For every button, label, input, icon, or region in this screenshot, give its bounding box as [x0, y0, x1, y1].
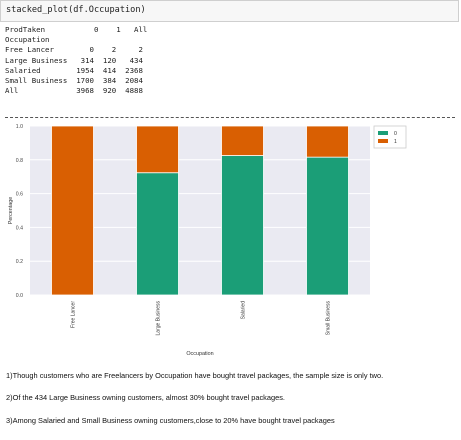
note-1: 1)Though customers who are Freelancers b…	[6, 371, 384, 380]
x-tick-label: Free Lancer	[71, 301, 77, 328]
bar-segment-0	[306, 156, 349, 296]
y-axis-label: Percentage	[8, 197, 14, 225]
code-text: stacked_plot(df.Occupation)	[6, 5, 146, 15]
crosstab-line: Salaried 1954 414 2368	[5, 65, 143, 75]
y-tick-label: 0.4	[16, 225, 23, 231]
bar-segment-1	[306, 125, 349, 158]
crosstab-line: Free Lancer 0 2 2	[5, 45, 143, 55]
output-separator	[5, 117, 455, 118]
note-2: 2)Of the 434 Large Business owning custo…	[6, 393, 285, 402]
y-tick-label: 0.2	[16, 259, 23, 265]
bar-segment-1	[136, 125, 179, 174]
stacked-bar-chart: 0.0 0.2 0.4 0.6 0.8 1.0 Free Lancer Large Busin…	[8, 124, 407, 357]
x-tick-label: Large Business	[156, 301, 162, 336]
bar-segment-0	[136, 172, 179, 296]
legend-label: 0	[394, 131, 397, 137]
crosstab-output: ProdTaken 0 1 All Occupation Free Lancer…	[5, 25, 147, 96]
crosstab-line: All 3968 920 4888	[5, 86, 143, 96]
legend-swatch	[378, 131, 388, 135]
crosstab-line: Small Business 1700 384 2084	[5, 76, 143, 86]
y-tick-label: 0.8	[16, 158, 23, 164]
y-tick-label: 1.0	[16, 124, 23, 130]
y-tick-label: 0.6	[16, 192, 23, 198]
x-tick-label: Small Business	[326, 301, 332, 336]
bar-segment-0	[221, 155, 264, 296]
code-cell[interactable]: stacked_plot(df.Occupation)	[0, 0, 459, 22]
x-axis-label: Occupation	[186, 351, 213, 357]
legend-box	[373, 125, 407, 149]
y-tick-label: 0.0	[16, 293, 23, 299]
legend-swatch	[378, 139, 388, 143]
note-3: 3)Among Salaried and Small Business owni…	[6, 416, 335, 425]
bar-segment-1	[221, 125, 264, 156]
crosstab-line: Occupation	[5, 35, 50, 45]
crosstab-line: ProdTaken 0 1 All	[5, 25, 148, 34]
legend-label: 1	[394, 139, 397, 145]
bar-segment-1	[51, 125, 94, 296]
crosstab-line: Large Business 314 120 434	[5, 55, 143, 65]
x-tick-label: Salaried	[241, 301, 247, 320]
